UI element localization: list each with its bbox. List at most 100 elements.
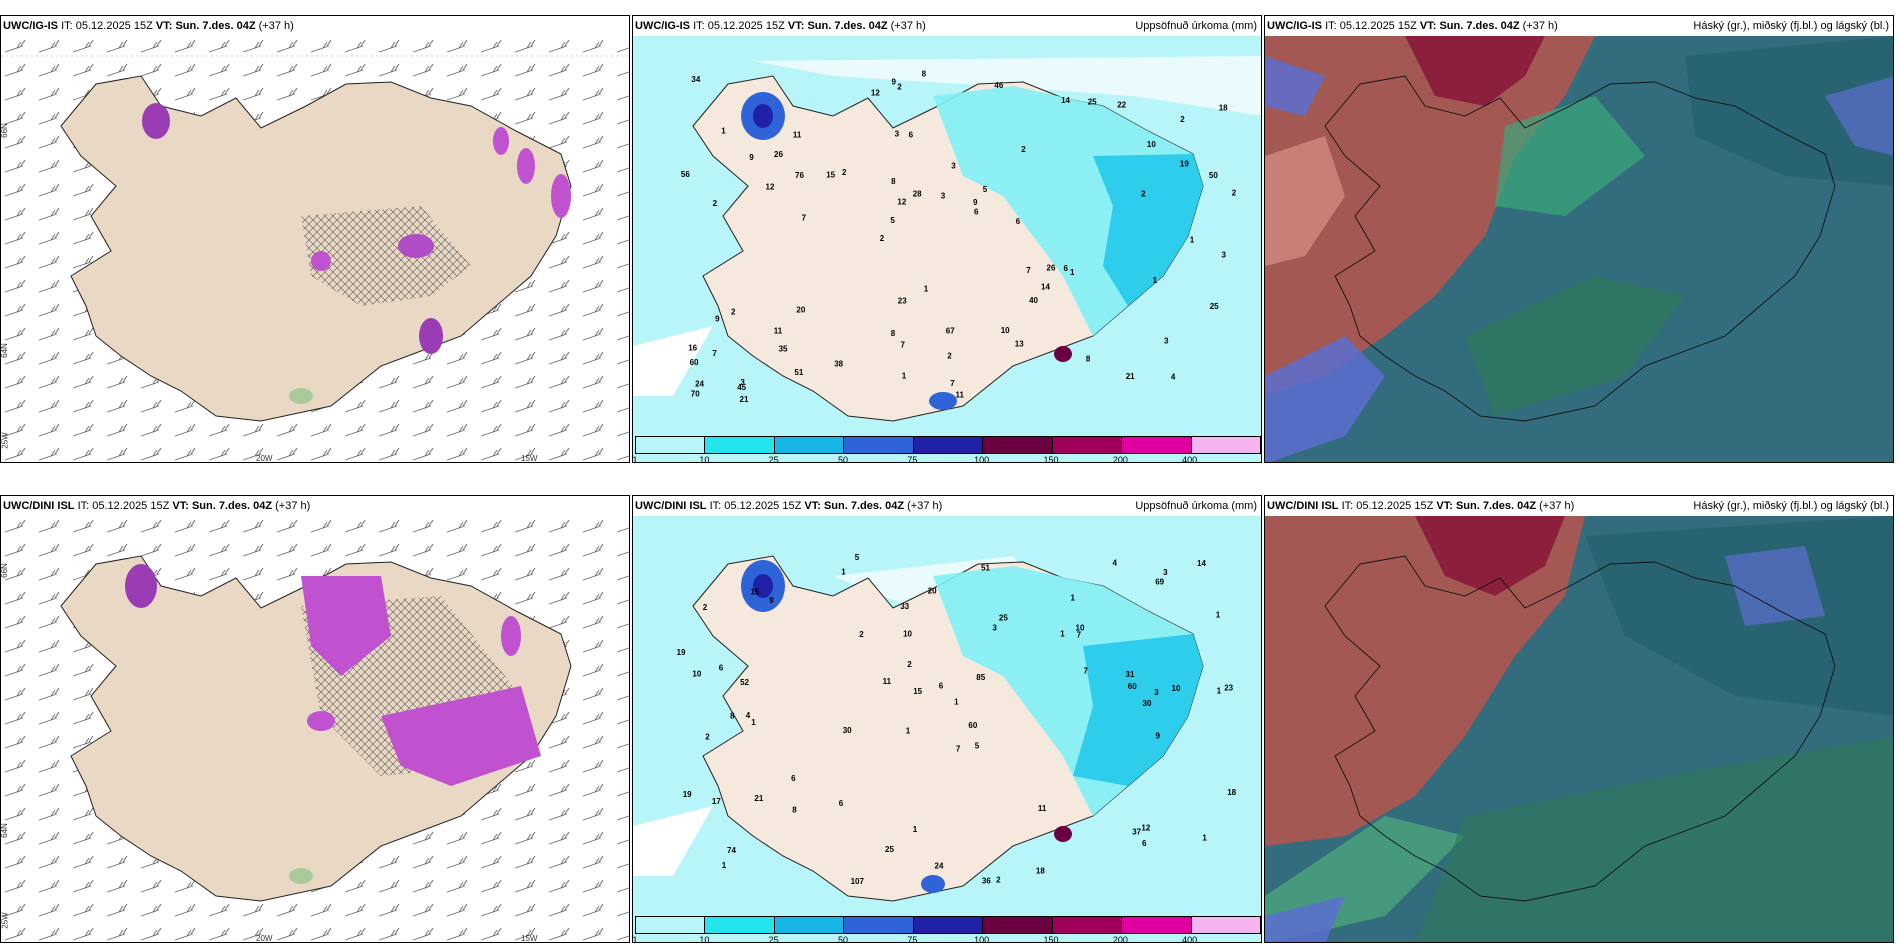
precip-value: 76 [795,171,804,180]
it-value: 05.12.2025 15Z [1356,500,1434,512]
precip-value: 11 [956,391,965,400]
precip-value: 9 [892,77,897,86]
cloud-map [1265,516,1893,942]
precip-value: 2 [842,168,847,177]
precip-value: 13 [1015,340,1024,349]
precip-value: 3 [951,162,956,171]
colorbar-segment [1191,437,1260,453]
precip-value: 6 [1016,217,1021,226]
colorbar-segment [774,917,845,933]
precip-value: 3 [1222,251,1227,260]
precip-value: 11 [793,131,802,140]
colorbar-tick-label: 100 [974,935,990,943]
precip-value: 1 [1190,236,1195,245]
precip-value: 10 [903,630,912,639]
precip-value: 10 [1076,623,1085,632]
it-value: 05.12.2025 15Z [724,500,802,512]
colorbar-tick-label: 10 [699,455,710,463]
colorbar-segment [983,437,1053,453]
colorbar-segment [705,917,775,933]
lead-time: (+37 h) [1522,20,1558,32]
precip-value: 56 [681,170,690,179]
colorbar-labels: 1 10 25 50 75 100 150 200 400 [633,455,1259,463]
precip-value: 7 [712,349,717,358]
precip-value: 8 [891,329,896,338]
colorbar-segment [636,437,706,453]
precip-value: 9 [973,198,978,207]
colorbar-tick-label: 25 [768,455,779,463]
precip-value: 5 [975,741,980,750]
precip-value: 21 [1126,372,1135,381]
colorbar-labels: 1 10 25 50 75 100 150 200 400 [633,935,1259,943]
panel-header: UWC/DINI ISL IT: 05.12.2025 15Z VT: Sun.… [1267,500,1574,512]
precip-value: 3 [740,378,745,387]
precip-value: 3 [1163,568,1168,577]
colorbar-segment [636,917,706,933]
model-name: UWC/IG-IS [3,20,58,32]
precip-value: 60 [690,358,699,367]
colorbar-segment [705,437,775,453]
vt-value: Sun. 7.des. 04Z [191,500,273,512]
colorbar-tick-label: 400 [1182,455,1198,463]
colorbar-tick-label: 200 [1112,455,1128,463]
precip-value: 60 [968,721,977,730]
precip-value: 31 [1126,670,1135,679]
precip-value: 70 [691,389,700,398]
colorbar-tick-label: 150 [1043,455,1059,463]
precip-value: 34 [691,75,700,84]
panel-header: UWC/IG-IS IT: 05.12.2025 15Z VT: Sun. 7.… [1267,20,1558,32]
precip-value: 1 [1060,629,1065,638]
colorbar-tick-label: 400 [1182,935,1198,943]
precip-value: 5 [855,553,860,562]
vt-label: VT: [172,500,189,512]
lead-time: (+37 h) [258,20,294,32]
precip-value: 2 [713,199,718,208]
precip-value: 2 [880,234,885,243]
panel-header: UWC/IG-IS IT: 05.12.2025 15Z VT: Sun. 7.… [635,20,926,32]
colorbar-segment [1122,917,1192,933]
precip-value: 2 [996,875,1001,884]
colorbar [635,916,1261,934]
precip-value: 51 [794,368,803,377]
precip-value: 45 [737,383,746,392]
it-value: 05.12.2025 15Z [92,500,170,512]
precip-value: 4 [1113,559,1118,568]
precip-value: 12 [871,89,880,98]
cloud-map [1265,36,1893,462]
precip-value: 8 [922,70,927,79]
model-name: UWC/DINI ISL [1267,500,1339,512]
precip-value: 1 [924,284,929,293]
it-label: IT: [1325,20,1337,32]
precip-value: 26 [1047,263,1056,272]
lat-label: 64N [0,343,9,358]
it-label: IT: [709,500,722,512]
precip-value: 21 [754,794,763,803]
precip-value: 16 [688,343,697,352]
precip-value: 2 [731,308,736,317]
panel-precip-top: UWC/IG-IS IT: 05.12.2025 15Z VT: Sun. 7.… [632,15,1262,463]
it-label: IT: [77,500,90,512]
panel-cloud-bottom: UWC/DINI ISL IT: 05.12.2025 15Z VT: Sun.… [1264,495,1894,943]
precip-value: 7 [956,745,961,754]
precip-value: 50 [1209,171,1218,180]
colorbar-tick-label: 75 [907,455,918,463]
precip-value: 12 [897,198,906,207]
precip-value: 51 [981,563,990,572]
precip-value: 10 [1172,684,1181,693]
panel-cloud-top: UWC/IG-IS IT: 05.12.2025 15Z VT: Sun. 7.… [1264,15,1894,463]
precip-value: 30 [1143,699,1152,708]
precip-value: 37 [1132,828,1141,837]
precip-value: 14 [1041,283,1050,292]
panel-precip-bottom: UWC/DINI ISL IT: 05.12.2025 15Z VT: Sun.… [632,495,1262,943]
precip-value: 1 [913,825,918,834]
precip-value: 3 [992,624,997,633]
vt-value: Sun. 7.des. 04Z [823,500,905,512]
precip-value: 4 [1171,373,1176,382]
precip-value: 1 [722,861,727,870]
precip-value: 25 [1088,98,1097,107]
precip-value: 10 [692,670,701,679]
precip-value: 1 [751,718,756,727]
precip-value: 22 [1117,101,1126,110]
lat-label: 64N [0,823,9,838]
